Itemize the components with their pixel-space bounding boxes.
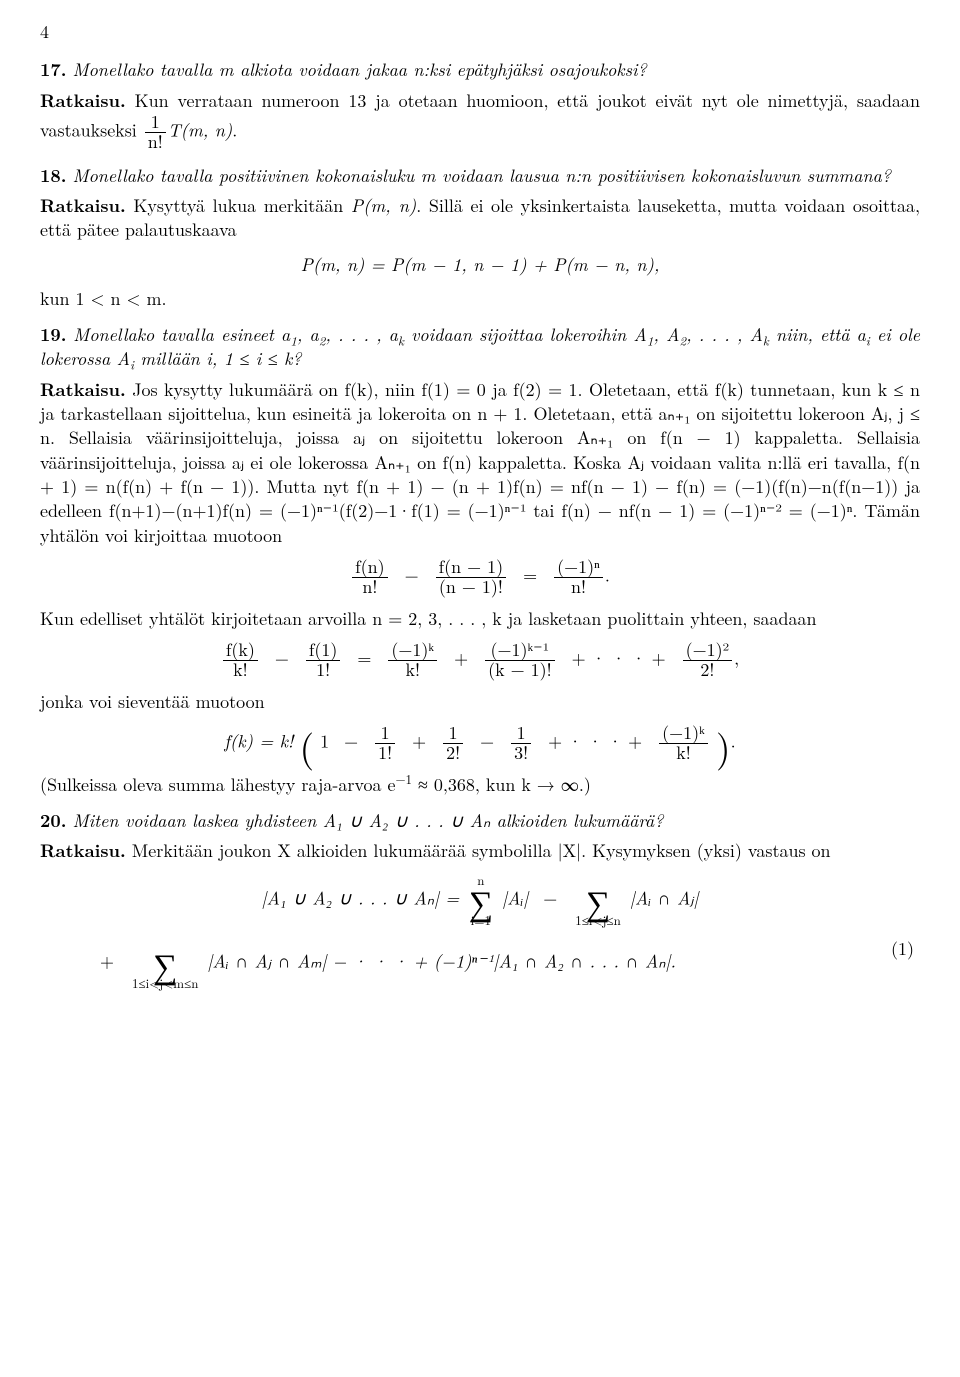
eq3-lead: f(k) = k! [224,728,293,753]
eq3-t5d: k! [659,744,708,763]
p19-body2: Kun edelliset yhtälöt kirjoitetaan arvoi… [40,607,920,631]
sum1-term: |Aᵢ| [502,885,528,910]
problem-17: 17. Monellako tavalla m alkiota voidaan … [40,58,920,82]
p18-disp-eq: P(m, n) = P(m − 1, n − 1) + P(m − n, n), [301,252,660,277]
p19-q3: niin, että a [776,322,866,347]
sum3-bot: 1≤i<j<m≤n [132,977,198,990]
rparen-icon: ) [716,718,731,772]
p19-eq3: f(k) = k! ( 1 − 11! + 12! − 13! + · · · … [40,724,920,763]
p18-ratkaisu-label: Ratkaisu. [40,193,126,218]
p19-body4: (Sulkeissa oleva summa lähestyy raja-arv… [40,773,920,797]
eq1-l1d: n! [352,578,388,597]
sub-2: 2 [319,331,326,350]
p17-solution: Ratkaisu. Kun verrataan numeroon 13 ja o… [40,89,920,152]
p18-a1: Kysyttyä lukua merkitään [133,193,350,218]
p19-body: Jos kysytty lukumäärä on f(k), niin f(1)… [40,377,920,548]
p17-frac: 1 n! [145,113,166,152]
p18-P: P(m, n) [351,193,416,218]
p17-T: T(m, n) [168,117,232,142]
p17-frac-den: n! [145,133,166,152]
p20-tail: − · · · + (−1)ⁿ⁻¹|A₁ ∩ A₂ ∩ . . . ∩ Aₙ|. [333,948,676,973]
p19-body3: jonka voi sieventää muotoon [40,690,920,714]
p18-solution: Ratkaisu. Kysyttyä lukua merkitään P(m, … [40,194,920,243]
sum2-term: |Aᵢ ∩ Aⱼ| [630,885,699,910]
eq2-r3d: 2! [683,661,732,680]
p19-body4b: ≈ 0,368, kun k → ∞.) [412,772,591,797]
eq2-r1d: k! [388,661,437,680]
sum1-bot: i=1 [469,914,493,927]
p20-eq-line2: (1) + ∑ 1≤i<j<m≤n |Aᵢ ∩ Aⱼ ∩ Aₘ| − · · ·… [40,937,920,990]
problem-20: 20. Miten voidaan laskea yhdisteen A₁ ∪ … [40,809,920,833]
sub-Ak: k [763,331,769,350]
sum3-term: |Aᵢ ∩ Aⱼ ∩ Aₘ| [207,948,326,973]
p20-eq-line1: |A₁ ∪ A₂ ∪ . . . ∪ Aₙ| = n ∑ i=1 |Aᵢ| − … [40,874,920,927]
p20-num: 20. [40,808,66,833]
p19-body4a: (Sulkeissa oleva summa lähestyy raja-arv… [40,772,395,797]
sub-A2: 2 [679,331,686,350]
p17-ratkaisu-label: Ratkaisu. [40,88,126,113]
p18-num: 18. [40,163,66,188]
sub-Ai: i [130,355,134,374]
exp-neg1: −1 [395,769,412,788]
p19-solution: Ratkaisu. Jos kysytty lukumäärä on f(k),… [40,378,920,548]
p19-eq1: f(n)n! − f(n − 1)(n − 1)! = (−1)ⁿn!. [40,558,920,597]
p19-num: 19. [40,322,66,347]
sub-ai: i [866,331,870,350]
p20-solution: Ratkaisu. Merkitään joukon X alkioiden l… [40,839,920,863]
p19-q5: millään i, 1 ≤ i ≤ k? [140,346,301,371]
p20-lhs: |A₁ ∪ A₂ ∪ . . . ∪ Aₙ| = [262,885,466,910]
sum2: ∑ 1≤i<j≤n [575,874,621,927]
p17-ans-b: . [232,117,237,142]
eq3-t3d: 2! [443,744,463,763]
p18-disp: P(m, n) = P(m − 1, n − 1) + P(m − n, n), [40,253,920,277]
page-number: 4 [40,20,920,44]
sum1: n ∑ i=1 [469,874,493,927]
p18-a3: kun 1 < n < m. [40,287,920,311]
lparen-icon: ( [299,718,314,772]
sum3: ∑ 1≤i<j<m≤n [132,937,198,990]
p17-num: 17. [40,57,66,82]
eqno-1: (1) [891,937,914,961]
eq2-r2d: (k − 1)! [485,661,555,680]
p19-eq2: f(k)k! − f(1)1! = (−1)ᵏk! + (−1)ᵏ⁻¹(k − … [40,641,920,680]
p19-q2: voidaan sijoittaa lokeroihin A [411,322,647,347]
sum2-bot: 1≤i<j≤n [575,914,621,927]
p19-q1: Monellako tavalla esineet a [73,322,290,347]
eq3-t2d: 1! [375,744,395,763]
problem-18: 18. Monellako tavalla positiivinen kokon… [40,164,920,188]
p18-question: Monellako tavalla positiivinen kokonaisl… [72,163,891,188]
p20-ratkaisu-label: Ratkaisu. [40,838,126,863]
problem-19: 19. Monellako tavalla esineet a1, a2, . … [40,323,920,372]
eq2-l1d: k! [223,661,258,680]
p20-question: Miten voidaan laskea yhdisteen A₁ ∪ A₂ ∪… [72,808,663,833]
sub-k: k [398,331,404,350]
p19-question: Monellako tavalla esineet a1, a2, . . . … [40,322,920,371]
eq2-l2d: 1! [306,661,341,680]
p20-body: Merkitään joukon X alkioiden lukumäärää … [132,838,831,863]
p19-ratkaisu-label: Ratkaisu. [40,377,126,402]
eq3-t1: 1 [320,728,329,753]
sub-A1: 1 [647,331,654,350]
eq1-l2d: (n − 1)! [436,578,507,597]
eq1-rd: n! [554,578,603,597]
p17-question: Monellako tavalla m alkiota voidaan jaka… [72,57,646,82]
eq3-t4d: 3! [511,744,531,763]
